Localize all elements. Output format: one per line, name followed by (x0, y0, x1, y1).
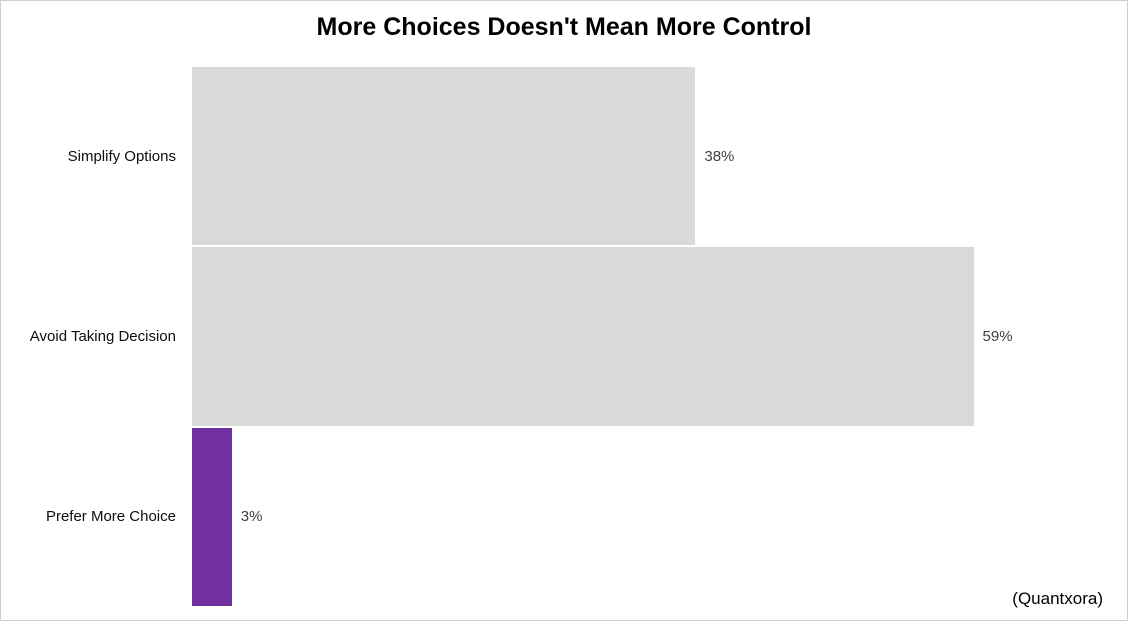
source-attribution: (Quantxora) (1012, 589, 1103, 608)
bar-row: Prefer More Choice 3% (1, 427, 1127, 606)
bar-prefer-more-choice (192, 427, 232, 606)
bar-track: 38% (192, 67, 1106, 246)
bar-avoid-taking-decision (192, 247, 974, 426)
category-label: Simplify Options (67, 147, 176, 165)
bar-simplify-options (192, 67, 696, 246)
value-label: 38% (704, 147, 735, 165)
value-label: 3% (240, 508, 263, 526)
chart-title: More Choices Doesn't Mean More Control (316, 13, 812, 41)
bar-row: Simplify Options 38% (1, 67, 1127, 246)
bar-track: 3% (192, 427, 1106, 606)
category-label: Avoid Taking Decision (29, 327, 176, 345)
category-label: Prefer More Choice (45, 508, 176, 526)
value-label: 59% (982, 327, 1013, 345)
bar-track: 59% (192, 247, 1106, 426)
bar-row: Avoid Taking Decision 59% (1, 247, 1127, 426)
plot-area: Simplify Options 38% Avoid Taking Decision… (1, 67, 1127, 606)
